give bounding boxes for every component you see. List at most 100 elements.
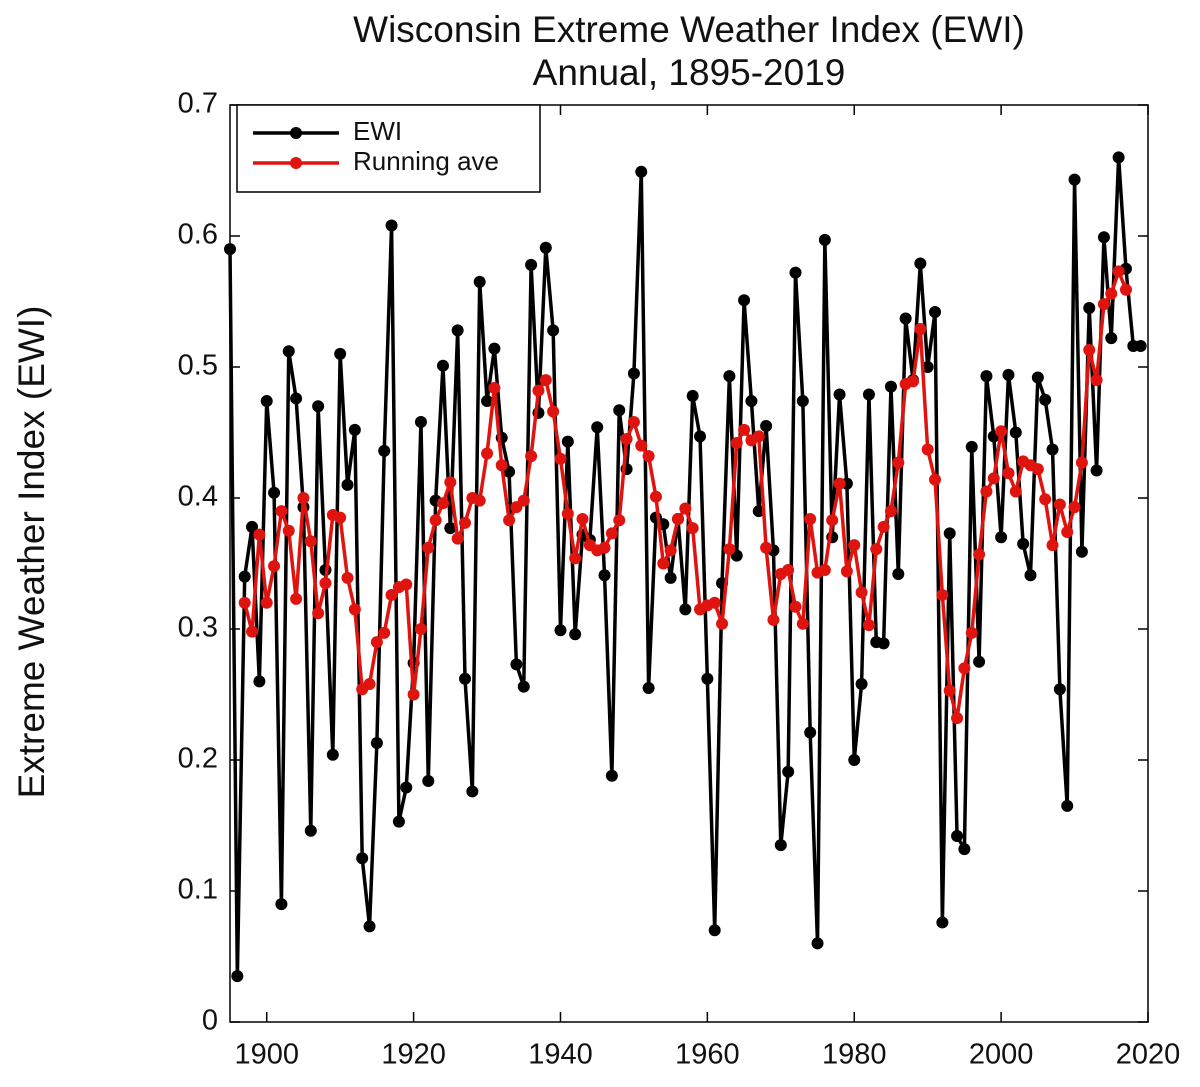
data-point: [385, 588, 398, 601]
data-point: [407, 688, 420, 701]
data-point: [444, 522, 457, 535]
data-point: [525, 258, 538, 271]
data-point: [466, 785, 479, 798]
data-point: [1083, 302, 1096, 315]
legend-label: Running ave: [353, 146, 499, 176]
data-point: [451, 532, 464, 545]
data-point: [363, 920, 376, 933]
data-point: [260, 395, 273, 408]
data-point: [649, 490, 662, 503]
data-point: [1068, 501, 1081, 514]
data-point: [840, 565, 853, 578]
data-point: [767, 613, 780, 626]
data-point: [436, 497, 449, 510]
data-point: [620, 433, 633, 446]
data-point: [1024, 569, 1037, 582]
data-point: [987, 472, 1000, 485]
data-point: [818, 564, 831, 577]
data-point: [414, 416, 427, 429]
data-point: [297, 492, 310, 504]
data-point: [716, 617, 729, 630]
y-tick-label: 0.7: [178, 88, 218, 120]
data-point: [1031, 371, 1044, 384]
data-point: [811, 937, 824, 950]
data-point: [664, 571, 677, 584]
data-point: [862, 619, 875, 632]
data-point: [304, 535, 317, 548]
data-point: [951, 712, 964, 725]
data-point: [1083, 343, 1096, 356]
data-point: [855, 678, 868, 691]
data-point: [517, 494, 530, 507]
data-point: [635, 439, 648, 452]
data-point: [1031, 463, 1044, 476]
data-point: [642, 681, 655, 694]
y-tick-label: 0.1: [178, 874, 218, 906]
data-point: [253, 528, 266, 541]
data-point: [1112, 265, 1125, 278]
data-point: [517, 680, 530, 693]
data-point: [503, 514, 516, 527]
data-point: [304, 824, 317, 837]
data-point: [422, 541, 435, 554]
data-point: [1061, 799, 1074, 812]
data-point: [334, 347, 347, 360]
y-tick-label: 0: [202, 1005, 218, 1037]
data-point: [319, 577, 332, 590]
data-point: [238, 596, 251, 609]
data-point: [671, 512, 684, 525]
x-tick-label: 2020: [1116, 1039, 1181, 1071]
data-point: [745, 395, 758, 408]
data-point: [1002, 467, 1015, 480]
data-point: [1061, 526, 1074, 539]
data-point: [906, 375, 919, 388]
data-point: [488, 342, 501, 355]
data-point: [1105, 287, 1118, 300]
data-point: [495, 459, 508, 472]
y-tick-label: 0.2: [178, 743, 218, 775]
data-point: [951, 829, 964, 842]
plot-frame: [229, 104, 1149, 1023]
data-point: [282, 345, 295, 358]
data-point: [818, 233, 831, 246]
data-point: [481, 447, 494, 460]
data-point: [738, 294, 751, 307]
data-point: [980, 485, 993, 498]
chart-title: Wisconsin Extreme Weather Index (EWI): [353, 9, 1025, 50]
y-tick-label: 0.5: [178, 350, 218, 382]
data-point: [1017, 537, 1030, 550]
data-point: [664, 544, 677, 557]
data-point: [760, 419, 773, 432]
data-point: [246, 520, 259, 533]
data-point: [1009, 485, 1022, 498]
data-point: [282, 524, 295, 537]
data-point: [312, 607, 325, 620]
data-point: [1009, 426, 1022, 439]
data-point: [833, 477, 846, 490]
data-point: [855, 586, 868, 599]
data-point: [826, 514, 839, 527]
data-point: [804, 512, 817, 525]
data-point: [275, 505, 288, 518]
legend-marker: [290, 127, 302, 139]
data-point: [1039, 393, 1052, 406]
data-point: [1090, 374, 1103, 387]
data-point: [1075, 545, 1088, 558]
data-point: [598, 541, 611, 554]
data-point: [363, 678, 376, 691]
data-point: [326, 748, 339, 761]
data-point: [400, 781, 413, 794]
data-point: [833, 388, 846, 401]
y-tick-label: 0.6: [178, 219, 218, 251]
data-point: [796, 395, 809, 408]
data-point: [1097, 298, 1110, 311]
data-point: [246, 625, 259, 638]
data-point: [848, 754, 861, 766]
data-point: [936, 588, 949, 601]
data-point: [473, 275, 486, 288]
data-point: [341, 571, 354, 584]
data-point: [268, 486, 281, 499]
data-point: [385, 219, 398, 232]
